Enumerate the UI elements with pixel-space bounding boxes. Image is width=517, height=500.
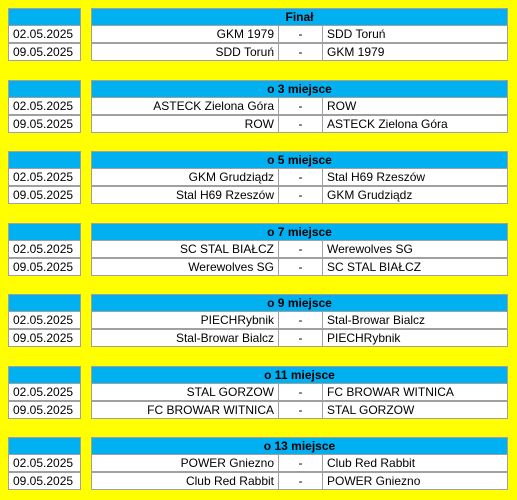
- match-date: 09.05.2025: [8, 186, 81, 204]
- away-team: ROW: [322, 96, 508, 115]
- match-date: 09.05.2025: [8, 257, 81, 276]
- home-team: FC BROWAR WITNICA: [91, 400, 279, 419]
- separator: -: [278, 257, 323, 276]
- separator: -: [278, 114, 323, 133]
- away-team: ASTECK Zielona Góra: [322, 114, 508, 133]
- away-team: PIECHRybnik: [322, 329, 508, 347]
- section-title: Finał: [91, 8, 508, 26]
- separator: -: [278, 472, 323, 490]
- separator: -: [278, 96, 323, 115]
- home-team: STAL GORZOW: [91, 382, 279, 401]
- date-header: [8, 151, 81, 169]
- home-team: PIECHRybnik: [91, 311, 279, 329]
- away-team: Stal-Browar Bialcz: [322, 311, 508, 329]
- match-date: 02.05.2025: [8, 454, 81, 472]
- match-date: 02.05.2025: [8, 239, 81, 258]
- away-team: STAL GORZOW: [322, 400, 508, 419]
- separator: -: [278, 168, 323, 186]
- date-header: [8, 365, 81, 384]
- home-team: Stal H69 Rzeszów: [91, 186, 279, 204]
- match-date: 02.05.2025: [8, 382, 81, 401]
- home-team: ASTECK Zielona Góra: [91, 96, 279, 115]
- away-team: GKM 1979: [322, 43, 508, 61]
- away-team: Stal H69 Rzeszów: [322, 168, 508, 186]
- home-team: Stal-Browar Bialcz: [91, 329, 279, 347]
- section-title: o 13 miejsce: [91, 437, 508, 455]
- away-team: SDD Toruń: [322, 25, 508, 43]
- separator: -: [278, 382, 323, 401]
- separator: -: [278, 25, 323, 43]
- away-team: Club Red Rabbit: [322, 454, 508, 472]
- separator: -: [278, 329, 323, 347]
- away-team: GKM Grudziądz: [322, 186, 508, 204]
- match-date: 09.05.2025: [8, 43, 81, 61]
- home-team: GKM 1979: [91, 25, 279, 43]
- match-date: 02.05.2025: [8, 311, 81, 329]
- home-team: Werewolves SG: [91, 257, 279, 276]
- match-date: 09.05.2025: [8, 114, 81, 133]
- section-title: o 3 miejsce: [91, 79, 508, 98]
- separator: -: [278, 400, 323, 419]
- section-title: o 7 miejsce: [91, 222, 508, 241]
- match-date: 09.05.2025: [8, 329, 81, 347]
- separator: -: [278, 311, 323, 329]
- match-date: 02.05.2025: [8, 25, 81, 43]
- match-date: 09.05.2025: [8, 400, 81, 419]
- match-date: 02.05.2025: [8, 96, 81, 115]
- date-header: [8, 437, 81, 455]
- home-team: SDD Toruń: [91, 43, 279, 61]
- match-date: 09.05.2025: [8, 472, 81, 490]
- date-header: [8, 294, 81, 312]
- separator: -: [278, 239, 323, 258]
- separator: -: [278, 186, 323, 204]
- match-date: 02.05.2025: [8, 168, 81, 186]
- away-team: POWER Gniezno: [322, 472, 508, 490]
- home-team: ROW: [91, 114, 279, 133]
- date-header: [8, 222, 81, 241]
- section-title: o 5 miejsce: [91, 151, 508, 169]
- date-header: [8, 8, 81, 26]
- section-title: o 11 miejsce: [91, 365, 508, 384]
- away-team: SC STAL BIAŁCZ: [322, 257, 508, 276]
- home-team: POWER Gniezno: [91, 454, 279, 472]
- separator: -: [278, 454, 323, 472]
- away-team: Werewolves SG: [322, 239, 508, 258]
- date-header: [8, 79, 81, 98]
- away-team: FC BROWAR WITNICA: [322, 382, 508, 401]
- section-title: o 9 miejsce: [91, 294, 508, 312]
- home-team: SC STAL BIAŁCZ: [91, 239, 279, 258]
- separator: -: [278, 43, 323, 61]
- home-team: Club Red Rabbit: [91, 472, 279, 490]
- home-team: GKM Grudziądz: [91, 168, 279, 186]
